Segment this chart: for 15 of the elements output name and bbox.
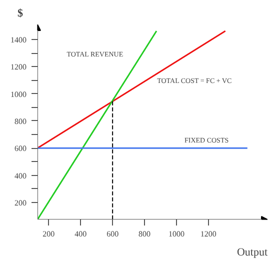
x-tick-label: 200 bbox=[42, 230, 55, 238]
y-tick-label: 600 bbox=[14, 144, 26, 154]
x-axis-title: Output bbox=[236, 246, 268, 258]
x-tick-label: 1200 bbox=[200, 230, 216, 238]
x-tick-label: 600 bbox=[106, 230, 119, 238]
x-tick-label: 800 bbox=[138, 230, 151, 238]
y-tick-label: 200 bbox=[14, 198, 26, 208]
y-tick-label: 1200 bbox=[10, 62, 26, 72]
y-tick-label: 1400 bbox=[10, 35, 26, 44]
x-tick-label: 400 bbox=[74, 230, 87, 238]
y-tick-label: 1000 bbox=[10, 90, 26, 99]
x-tick-label: 1000 bbox=[168, 230, 184, 238]
y-tick-label: 400 bbox=[14, 171, 26, 180]
y-axis-title: $ bbox=[18, 8, 24, 20]
y-tick-label: 800 bbox=[14, 116, 26, 126]
